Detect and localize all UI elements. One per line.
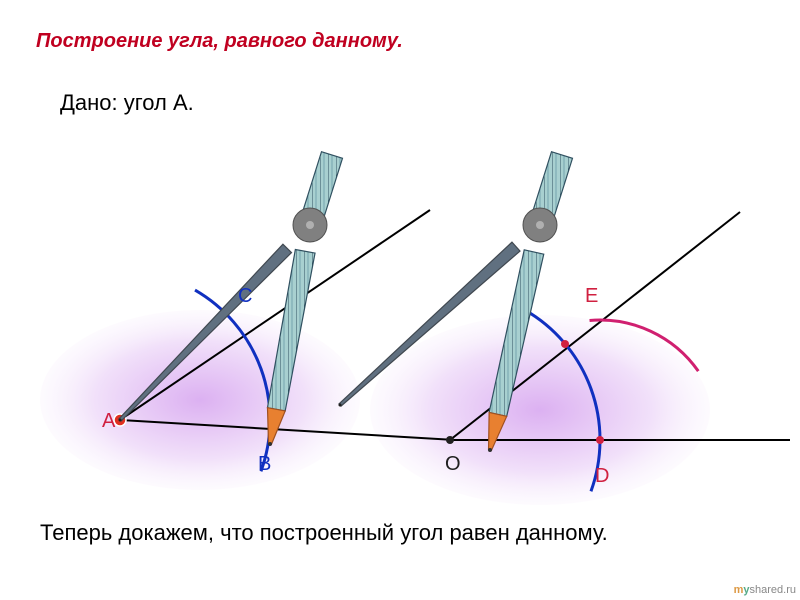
label-d: D: [595, 465, 609, 488]
label-a: A: [102, 410, 115, 433]
label-o: O: [445, 453, 461, 476]
point-d-dot: [596, 436, 604, 444]
page-title: Построение угла, равного данному.: [36, 30, 403, 53]
point-e-dot: [561, 340, 569, 348]
given-text: Дано: угол А.: [60, 90, 194, 116]
label-e: E: [585, 285, 598, 308]
angle-o-glow: [370, 315, 710, 505]
footer-logo: myshared.ru: [734, 584, 796, 596]
label-b: B: [258, 453, 271, 476]
label-c: C: [238, 285, 252, 308]
point-o-dot: [446, 436, 454, 444]
statement-text: Теперь докажем, что построенный угол рав…: [40, 520, 608, 546]
